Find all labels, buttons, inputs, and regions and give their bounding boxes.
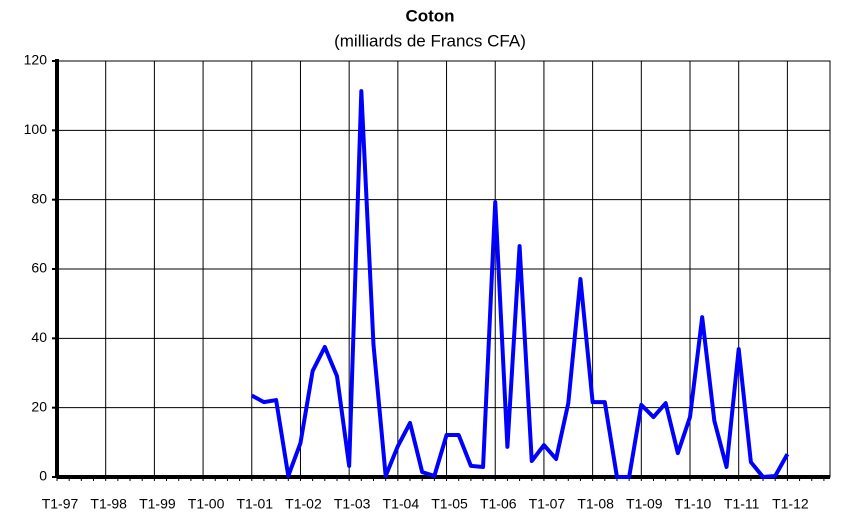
x-tick-label: T1-07: [529, 496, 566, 512]
chart-title: Coton: [405, 6, 454, 25]
x-tick-label: T1-04: [383, 496, 420, 512]
x-tick-label: T1-99: [139, 496, 176, 512]
x-tick-label: T1-06: [480, 496, 517, 512]
chart-subtitle: (milliards de Francs CFA): [334, 31, 526, 50]
y-tick-label: 0: [39, 468, 47, 484]
y-tick-label: 120: [24, 52, 48, 68]
x-tick-label: T1-11: [724, 496, 760, 512]
y-tick-label: 20: [31, 398, 47, 414]
x-tick-label: T1-03: [334, 496, 371, 512]
data-line: [250, 89, 790, 479]
x-tick-label: T1-01: [236, 496, 273, 512]
x-tick-label: T1-09: [626, 496, 663, 512]
x-tick-label: T1-00: [188, 496, 225, 512]
y-tick-label: 60: [31, 260, 47, 276]
x-tick-label: T1-98: [90, 496, 127, 512]
y-tick-label: 100: [24, 121, 48, 137]
y-tick-label: 80: [31, 190, 47, 206]
x-tick-label: T1-02: [285, 496, 322, 512]
x-tick-label: T1-05: [431, 496, 468, 512]
x-tick-label: T1-12: [772, 496, 809, 512]
y-tick-label: 40: [31, 329, 47, 345]
x-tick-label: T1-10: [675, 496, 712, 512]
x-tick-label: T1-97: [42, 496, 79, 512]
x-tick-label: T1-08: [577, 496, 614, 512]
